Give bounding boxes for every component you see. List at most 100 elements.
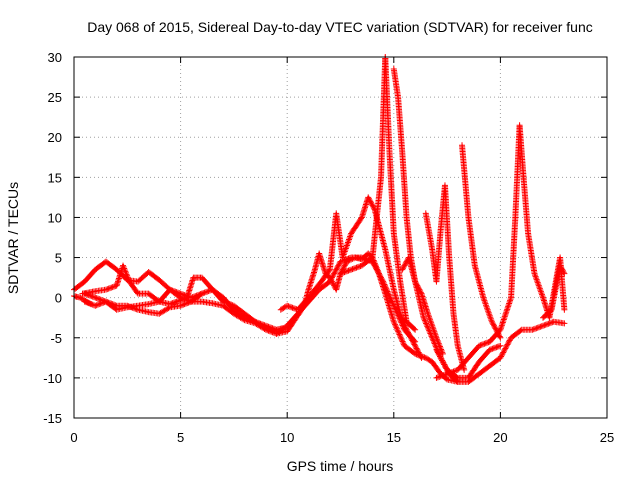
data-point bbox=[346, 255, 353, 262]
data-point bbox=[392, 321, 399, 328]
data-point bbox=[367, 198, 374, 205]
data-point bbox=[248, 317, 255, 324]
data-point bbox=[362, 256, 369, 263]
data-point bbox=[88, 301, 95, 308]
data-point bbox=[437, 373, 444, 380]
data-point bbox=[369, 258, 376, 265]
series-track-5 bbox=[71, 293, 95, 308]
data-point bbox=[398, 321, 405, 328]
data-point bbox=[250, 318, 257, 325]
data-point bbox=[338, 258, 345, 265]
data-point bbox=[125, 275, 132, 282]
data-point bbox=[393, 309, 400, 316]
data-point bbox=[344, 256, 351, 263]
data-point bbox=[394, 311, 401, 318]
data-point bbox=[344, 239, 351, 246]
data-point bbox=[358, 215, 364, 222]
data-point bbox=[486, 346, 493, 353]
y-tick-label: -10 bbox=[43, 371, 62, 386]
data-point bbox=[436, 353, 443, 360]
data-point bbox=[433, 374, 440, 381]
data-point bbox=[482, 300, 489, 307]
data-point bbox=[424, 324, 431, 331]
data-point bbox=[395, 328, 402, 335]
data-point bbox=[415, 349, 422, 356]
data-point bbox=[399, 338, 406, 345]
data-point bbox=[485, 308, 492, 315]
data-point bbox=[486, 312, 493, 319]
data-point bbox=[545, 320, 552, 327]
data-point bbox=[395, 312, 402, 319]
data-point bbox=[397, 318, 404, 325]
data-point bbox=[480, 296, 487, 303]
data-point bbox=[240, 313, 247, 320]
data-point bbox=[496, 333, 503, 340]
data-point bbox=[390, 301, 397, 308]
data-point bbox=[538, 323, 545, 330]
data-point bbox=[345, 238, 352, 245]
plot-area bbox=[71, 54, 568, 385]
data-point bbox=[170, 299, 177, 306]
data-point bbox=[411, 337, 418, 344]
data-point bbox=[196, 291, 203, 298]
data-point bbox=[496, 327, 503, 334]
plot-frame bbox=[73, 56, 608, 419]
data-point bbox=[453, 373, 460, 380]
data-point bbox=[529, 326, 536, 333]
data-point bbox=[353, 264, 360, 271]
data-point bbox=[349, 266, 356, 273]
data-point bbox=[94, 301, 101, 308]
data-point bbox=[337, 258, 344, 265]
data-point bbox=[375, 270, 382, 277]
data-point bbox=[496, 343, 503, 350]
data-point bbox=[94, 295, 101, 302]
data-point bbox=[125, 277, 132, 284]
data-point bbox=[561, 320, 568, 327]
data-point bbox=[373, 265, 380, 272]
data-point bbox=[489, 320, 496, 327]
data-point bbox=[411, 325, 418, 332]
data-point bbox=[435, 350, 442, 357]
data-point bbox=[326, 278, 333, 285]
data-point bbox=[110, 283, 117, 290]
data-point bbox=[380, 280, 387, 287]
data-point bbox=[535, 282, 542, 289]
data-point bbox=[90, 294, 97, 301]
data-point bbox=[505, 340, 512, 347]
data-point bbox=[172, 299, 179, 306]
data-point bbox=[385, 289, 392, 296]
chart-title: Day 068 of 2015, Sidereal Day-to-day VTE… bbox=[87, 19, 593, 35]
data-point bbox=[93, 295, 100, 302]
data-point bbox=[498, 353, 505, 360]
x-axis-label: GPS time / hours bbox=[287, 458, 394, 474]
data-point bbox=[180, 291, 187, 298]
data-point bbox=[386, 292, 393, 299]
data-point bbox=[477, 342, 484, 349]
data-point bbox=[346, 235, 353, 242]
data-point bbox=[504, 341, 511, 348]
data-point bbox=[181, 292, 188, 299]
data-point bbox=[530, 326, 537, 333]
data-point bbox=[380, 278, 387, 285]
data-point bbox=[173, 298, 180, 305]
data-point bbox=[414, 346, 421, 353]
data-point bbox=[539, 293, 546, 300]
data-point bbox=[337, 270, 344, 277]
data-point bbox=[360, 255, 367, 262]
data-point bbox=[102, 286, 109, 293]
data-point bbox=[387, 294, 394, 301]
data-point bbox=[401, 262, 408, 269]
data-point bbox=[392, 306, 399, 313]
data-point bbox=[402, 259, 409, 266]
data-point bbox=[384, 288, 391, 295]
data-point bbox=[436, 373, 443, 380]
data-point bbox=[423, 321, 430, 328]
data-point bbox=[532, 273, 539, 280]
data-point bbox=[428, 333, 435, 340]
data-point bbox=[193, 292, 200, 299]
data-point bbox=[174, 298, 181, 305]
data-point bbox=[397, 316, 404, 323]
data-point bbox=[204, 288, 211, 295]
y-tick-label: -5 bbox=[50, 331, 62, 346]
data-point bbox=[328, 274, 335, 281]
